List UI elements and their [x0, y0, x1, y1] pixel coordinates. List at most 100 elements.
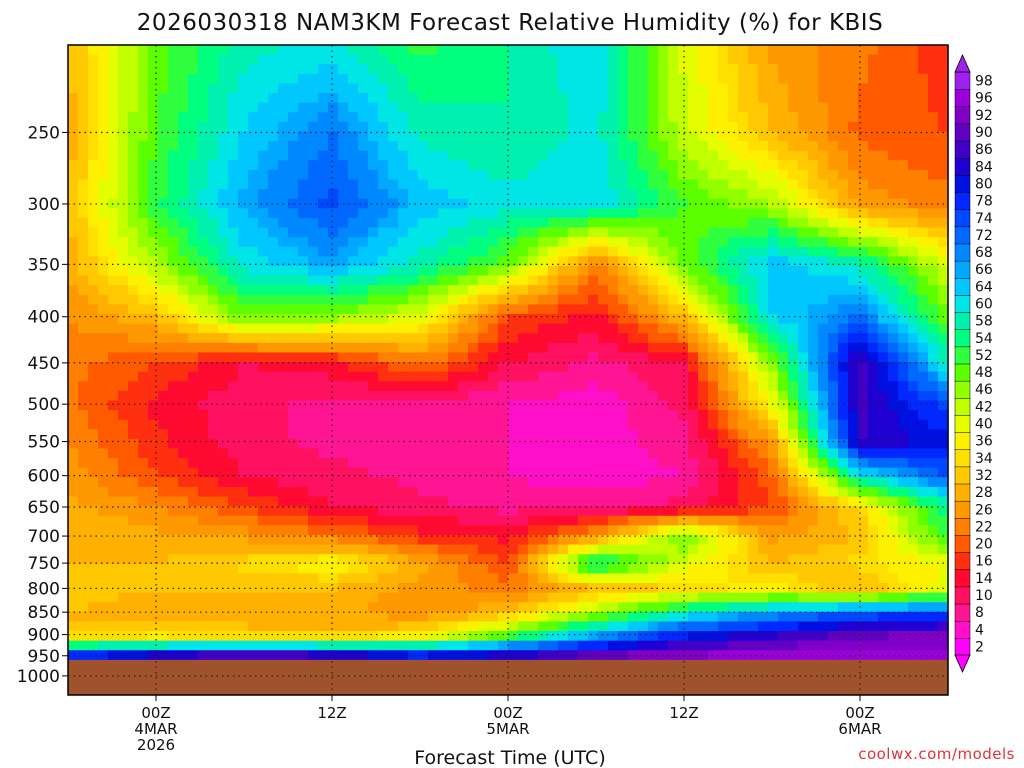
rh-cell	[278, 83, 289, 94]
rh-cell	[788, 573, 799, 584]
rh-cell	[308, 438, 319, 450]
rh-cell	[808, 304, 819, 315]
rh-cell	[378, 294, 389, 305]
rh-cell	[98, 563, 109, 575]
rh-cell	[378, 256, 389, 267]
rh-cell	[78, 141, 89, 152]
rh-cell	[868, 285, 879, 296]
rh-cell	[268, 371, 279, 382]
rh-cell	[748, 419, 759, 430]
rh-cell	[888, 227, 899, 238]
rh-cell	[458, 400, 469, 411]
rh-cell	[78, 573, 89, 584]
rh-cell	[858, 390, 869, 402]
rh-cell	[828, 410, 839, 421]
rh-cell	[648, 362, 659, 373]
rh-cell	[908, 573, 919, 584]
rh-cell	[908, 477, 919, 488]
rh-cell	[418, 467, 429, 478]
rh-cell	[588, 515, 599, 526]
rh-cell	[628, 227, 639, 238]
rh-cell	[438, 534, 449, 546]
rh-cell	[388, 448, 399, 459]
rh-cell	[468, 256, 479, 267]
rh-cell	[778, 573, 789, 584]
rh-cell	[388, 217, 399, 229]
rh-cell	[818, 294, 829, 305]
rh-cell	[288, 534, 299, 546]
rh-cell	[388, 237, 399, 248]
rh-cell	[218, 410, 229, 421]
rh-cell	[848, 64, 859, 75]
rh-cell	[458, 141, 469, 152]
rh-cell	[878, 410, 889, 421]
rh-cell	[348, 400, 359, 411]
rh-cell	[928, 131, 939, 142]
rh-cell	[288, 112, 299, 123]
rh-cell	[488, 189, 499, 200]
rh-cell	[658, 515, 669, 526]
rh-cell	[888, 112, 899, 123]
rh-cell	[348, 102, 359, 113]
rh-cell	[678, 352, 689, 363]
rh-cell	[88, 467, 99, 478]
rh-cell	[208, 275, 219, 286]
rh-cell	[778, 112, 789, 123]
rh-cell	[398, 121, 409, 133]
rh-cell	[498, 477, 509, 488]
rh-cell	[298, 179, 309, 190]
rh-cell	[338, 160, 349, 171]
rh-cell	[758, 362, 769, 373]
rh-cell	[758, 64, 769, 75]
rh-cell	[858, 458, 869, 469]
rh-cell	[648, 217, 659, 229]
rh-cell	[728, 458, 739, 469]
rh-cell	[288, 54, 299, 65]
rh-cell	[678, 534, 689, 546]
rh-cell	[598, 410, 609, 421]
rh-cell	[718, 362, 729, 373]
rh-cell	[208, 506, 219, 517]
rh-cell	[698, 381, 709, 392]
rh-cell	[218, 141, 229, 152]
rh-cell	[138, 544, 149, 555]
rh-cell	[498, 563, 509, 575]
rh-cell	[88, 438, 99, 450]
rh-cell	[808, 237, 819, 248]
rh-cell	[518, 381, 529, 392]
rh-cell	[938, 102, 949, 113]
rh-cell	[848, 371, 859, 382]
rh-cell	[158, 304, 169, 315]
rh-cell	[598, 371, 609, 382]
rh-cell	[348, 45, 359, 56]
rh-cell	[68, 371, 79, 382]
rh-cell	[238, 438, 249, 450]
rh-cell	[718, 410, 729, 421]
rh-cell	[718, 506, 729, 517]
rh-cell	[758, 371, 769, 382]
rh-cell	[488, 179, 499, 190]
rh-cell	[738, 534, 749, 546]
rh-cell	[358, 227, 369, 238]
rh-cell	[208, 554, 219, 565]
rh-cell	[508, 323, 519, 334]
rh-cell	[818, 304, 829, 315]
rh-cell	[938, 179, 949, 190]
rh-cell	[598, 573, 609, 584]
rh-cell	[458, 496, 469, 507]
rh-cell	[318, 83, 329, 94]
rh-cell	[518, 477, 529, 488]
rh-cell	[858, 362, 869, 373]
rh-cell	[798, 150, 809, 161]
rh-cell	[668, 93, 679, 104]
rh-cell	[418, 256, 429, 267]
rh-cell	[428, 323, 439, 334]
rh-cell	[818, 208, 829, 219]
rh-cell	[338, 390, 349, 402]
rh-cell	[158, 102, 169, 113]
rh-cell	[308, 390, 319, 402]
rh-cell	[718, 342, 729, 354]
rh-cell	[578, 438, 589, 450]
rh-cell	[388, 534, 399, 546]
rh-cell	[258, 448, 269, 459]
